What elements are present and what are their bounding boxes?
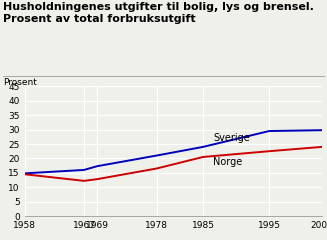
Text: Sverige: Sverige	[213, 133, 250, 144]
Text: Husholdningenes utgifter til bolig, lys og brensel.
Prosent av total forbruksutg: Husholdningenes utgifter til bolig, lys …	[3, 2, 314, 24]
Text: Norge: Norge	[213, 157, 242, 167]
Text: Prosent: Prosent	[3, 78, 37, 87]
